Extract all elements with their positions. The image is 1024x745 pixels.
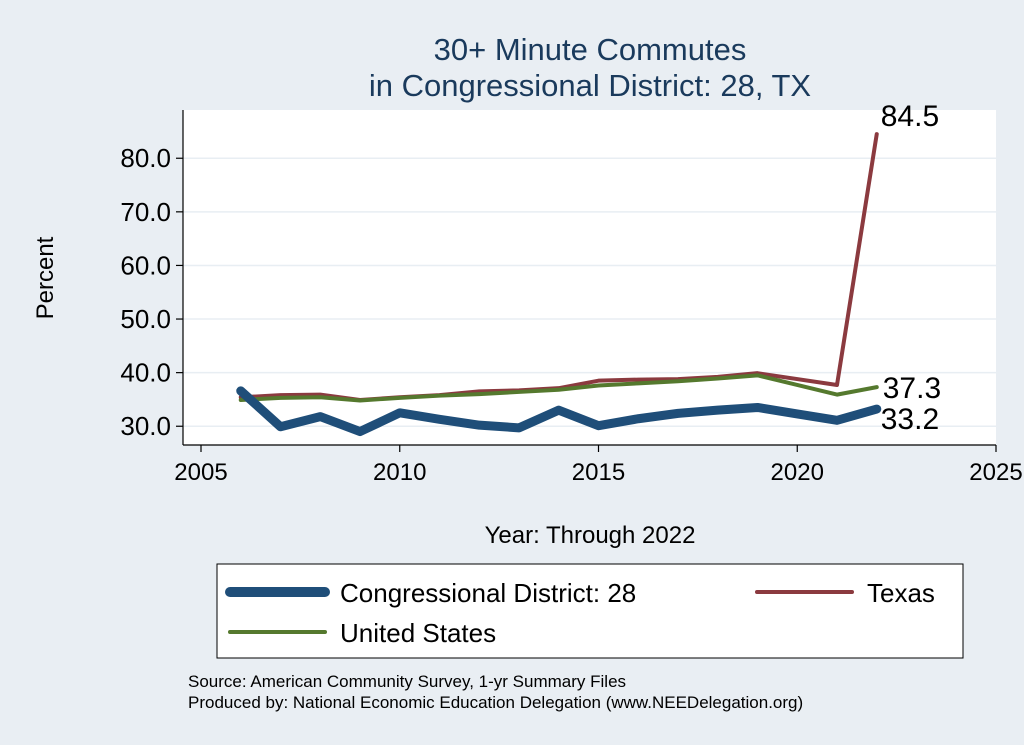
chart-title-line-1: 30+ Minute Commutes — [434, 32, 747, 67]
y-tick-label: 70.0 — [120, 197, 171, 227]
legend-label: Texas — [867, 578, 935, 608]
series-line — [236, 386, 882, 437]
x-axis-label: Year: Through 2022 — [485, 522, 696, 549]
x-tick-label: 2025 — [969, 459, 1022, 486]
end-value-label: 33.2 — [881, 403, 939, 436]
y-axis-ticks: 30.0 40.0 50.0 60.0 70.0 80.0 — [120, 143, 183, 441]
source-line-2: Produced by: National Economic Education… — [188, 693, 803, 712]
chart-title-line-2: in Congressional District: 28, TX — [369, 68, 812, 103]
y-tick-label: 50.0 — [120, 304, 171, 334]
x-tick-label: 2005 — [174, 459, 227, 486]
x-tick-label: 2015 — [572, 459, 625, 486]
y-axis-label: Percent — [32, 236, 59, 319]
y-tick-label: 40.0 — [120, 358, 171, 388]
y-tick-label: 60.0 — [120, 250, 171, 280]
series-lines — [236, 132, 882, 437]
y-tick-label: 80.0 — [120, 143, 171, 173]
x-axis-ticks: 2005 2010 2015 2020 2025 — [174, 445, 1023, 486]
grid-lines — [183, 157, 996, 427]
legend-label: United States — [340, 618, 496, 648]
legend: Congressional District: 28 Texas United St… — [225, 578, 935, 648]
y-tick-label: 30.0 — [120, 411, 171, 441]
legend-box — [216, 563, 964, 659]
series-line — [238, 373, 879, 403]
end-labels: 33.2 84.5 37.3 — [881, 100, 941, 436]
x-tick-label: 2010 — [373, 459, 426, 486]
source-line-1: Source: American Community Survey, 1-yr … — [188, 672, 626, 691]
end-value-label: 84.5 — [881, 100, 939, 133]
legend-label: Congressional District: 28 — [340, 578, 636, 608]
x-tick-label: 2020 — [771, 459, 824, 486]
end-value-label: 37.3 — [883, 372, 941, 405]
